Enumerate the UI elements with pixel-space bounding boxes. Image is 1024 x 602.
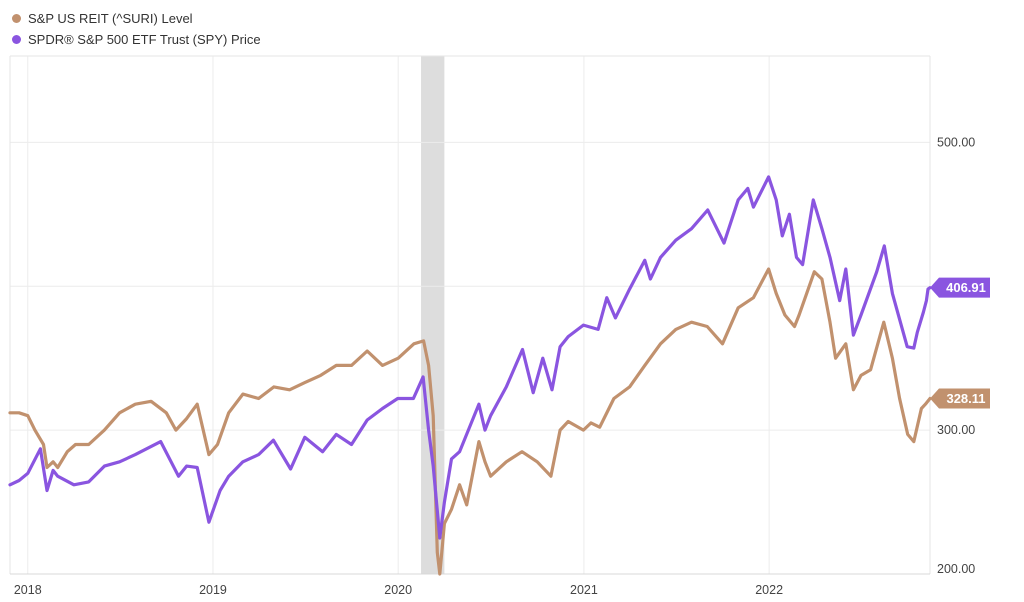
chart-legend: S&P US REIT (^SURI) Level SPDR® S&P 500 … <box>12 8 261 50</box>
last-value-label-spy: 406.91 <box>946 280 986 295</box>
y-tick-label: 200.00 <box>937 562 975 576</box>
legend-dot-reit <box>12 14 21 23</box>
recession-band <box>421 56 445 574</box>
x-tick-label: 2018 <box>14 583 42 597</box>
last-value-label-reit: 328.11 <box>946 391 985 406</box>
series-line-spy <box>8 175 932 540</box>
legend-item-spy[interactable]: SPDR® S&P 500 ETF Trust (SPY) Price <box>12 29 261 50</box>
x-tick-label: 2020 <box>384 583 412 597</box>
series-line-reit <box>8 267 932 576</box>
last-value-flag-reit <box>930 388 990 409</box>
legend-label-spy: SPDR® S&P 500 ETF Trust (SPY) Price <box>28 32 261 47</box>
legend-item-reit[interactable]: S&P US REIT (^SURI) Level <box>12 8 261 29</box>
y-tick-label: 500.00 <box>937 135 975 149</box>
last-value-flag-spy <box>930 277 990 298</box>
legend-dot-spy <box>12 35 21 44</box>
x-tick-label: 2022 <box>755 583 783 597</box>
legend-label-reit: S&P US REIT (^SURI) Level <box>28 11 193 26</box>
x-tick-label: 2019 <box>199 583 227 597</box>
x-tick-label: 2021 <box>570 583 598 597</box>
y-tick-label: 300.00 <box>937 423 975 437</box>
